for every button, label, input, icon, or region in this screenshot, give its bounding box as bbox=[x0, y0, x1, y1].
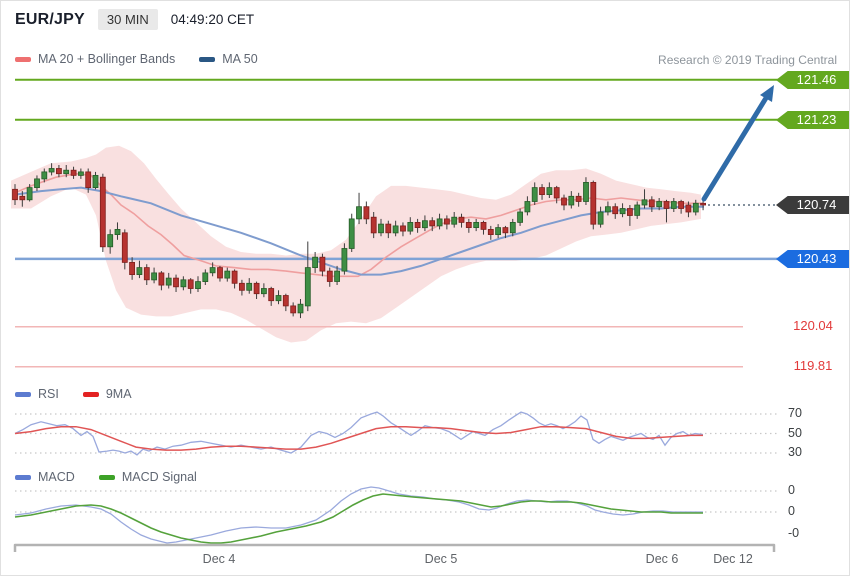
legend-item-rsi: RSI bbox=[15, 387, 59, 401]
ma20-swatch bbox=[15, 56, 31, 62]
legend-item-9ma: 9MA bbox=[82, 387, 132, 401]
ma50-legend-label: MA 50 bbox=[222, 52, 258, 66]
rsi-tick-30: 30 bbox=[788, 445, 802, 459]
main-chart-legend: MA 20 + Bollinger Bands MA 50 bbox=[15, 52, 258, 66]
support-level-text-120-04: 120.04 bbox=[793, 318, 833, 333]
time-label: 04:49:20 CET bbox=[170, 12, 255, 27]
support-level-text-119-81: 119.81 bbox=[793, 358, 833, 373]
x-axis-label-dec-5: Dec 5 bbox=[424, 552, 458, 566]
macd-tick-zero-mid: 0 bbox=[788, 504, 795, 518]
legend-item-ma20-bollinger: MA 20 + Bollinger Bands bbox=[15, 52, 175, 66]
ma20-legend-label: MA 20 + Bollinger Bands bbox=[38, 52, 176, 66]
timeframe-badge: 30 MIN bbox=[97, 9, 158, 30]
rsi-9ma-legend-label: 9MA bbox=[105, 387, 132, 401]
x-axis-label-dec-12: Dec 12 bbox=[713, 552, 753, 566]
ma50-swatch bbox=[199, 56, 216, 62]
legend-item-ma50: MA 50 bbox=[199, 52, 258, 66]
rsi-tick-50: 50 bbox=[788, 426, 802, 440]
rsi-9ma-swatch bbox=[82, 391, 99, 397]
resistance-price-tag-121-46: 121.46 bbox=[776, 71, 849, 89]
macd-tick-neg-zero: -0 bbox=[788, 526, 800, 540]
macd-swatch bbox=[15, 474, 31, 480]
rsi-legend: RSI 9MA bbox=[15, 387, 132, 401]
symbol-label: EUR/JPY bbox=[15, 10, 85, 28]
macd-signal-swatch bbox=[98, 474, 115, 480]
legend-item-macd-signal: MACD Signal bbox=[98, 470, 197, 484]
macd-legend-label: MACD bbox=[38, 470, 75, 484]
macd-tick-zero-top: 0 bbox=[788, 483, 795, 497]
rsi-swatch bbox=[15, 391, 31, 397]
x-axis-label-dec-4: Dec 4 bbox=[202, 552, 236, 566]
last-price-tag-120-74: 120.74 bbox=[776, 196, 849, 214]
support-price-tag-120-43: 120.43 bbox=[776, 250, 849, 268]
branding-text: Research © 2019 Trading Central bbox=[658, 53, 837, 67]
x-axis-label-dec-6: Dec 6 bbox=[645, 552, 679, 566]
chart-header: EUR/JPY 30 MIN 04:49:20 CET bbox=[15, 9, 254, 30]
resistance-price-tag-121-23: 121.23 bbox=[776, 111, 849, 129]
legend-item-macd: MACD bbox=[15, 470, 75, 484]
rsi-legend-label: RSI bbox=[38, 387, 59, 401]
rsi-tick-70: 70 bbox=[788, 406, 802, 420]
macd-legend: MACD MACD Signal bbox=[15, 470, 197, 484]
macd-signal-legend-label: MACD Signal bbox=[121, 470, 197, 484]
